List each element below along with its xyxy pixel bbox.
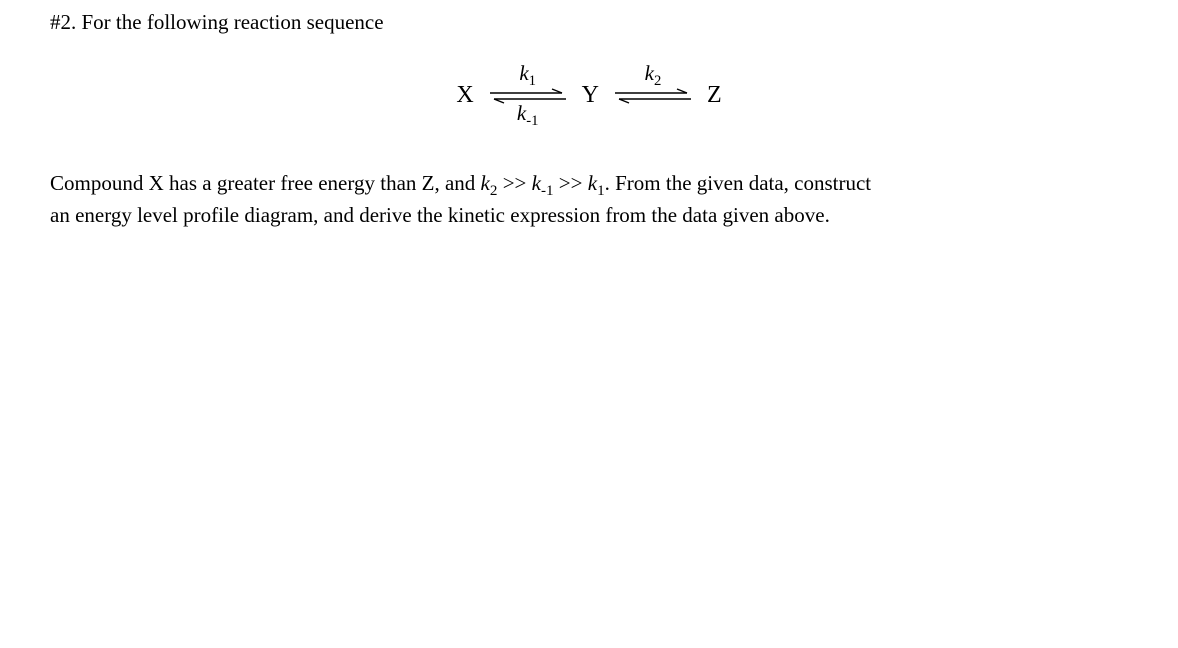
k-sub: -1 bbox=[526, 113, 538, 129]
question-line: #2. For the following reaction sequence bbox=[50, 10, 1128, 35]
k-letter: k bbox=[519, 61, 528, 85]
text-segment: Compound X has a greater free energy tha… bbox=[50, 171, 481, 195]
rate-k1: k1 bbox=[519, 63, 536, 89]
reaction-scheme: X k1 k-1 Y k2 bbox=[50, 63, 1128, 129]
arrow-block-2: k2 k-1 bbox=[611, 63, 695, 129]
species-z: Z bbox=[703, 82, 726, 109]
k-letter: k bbox=[481, 171, 490, 195]
question-prompt: For the following reaction sequence bbox=[82, 10, 384, 34]
species-y: Y bbox=[578, 82, 603, 109]
body-paragraph: Compound X has a greater free energy tha… bbox=[50, 169, 1128, 230]
rate-k2: k2 bbox=[645, 63, 662, 89]
k-sub: 1 bbox=[597, 183, 605, 199]
scheme-inner: X k1 k-1 Y k2 bbox=[452, 63, 725, 129]
question-number: #2. bbox=[50, 10, 76, 34]
k-letter: k bbox=[588, 171, 597, 195]
k-sub: -1 bbox=[541, 183, 554, 199]
text-segment: . From the given data, construct bbox=[605, 171, 872, 195]
text-segment: an energy level profile diagram, and der… bbox=[50, 203, 830, 227]
equilibrium-arrows-icon bbox=[611, 87, 695, 105]
text-segment: >> bbox=[497, 171, 531, 195]
page: #2. For the following reaction sequence … bbox=[0, 0, 1178, 230]
rate-k-minus-1: k-1 bbox=[517, 103, 539, 129]
k-letter: k bbox=[645, 61, 654, 85]
species-x: X bbox=[452, 82, 477, 109]
k-letter: k bbox=[532, 171, 541, 195]
arrow-block-1: k1 k-1 bbox=[486, 63, 570, 129]
text-segment: >> bbox=[554, 171, 588, 195]
k-letter: k bbox=[517, 101, 526, 125]
